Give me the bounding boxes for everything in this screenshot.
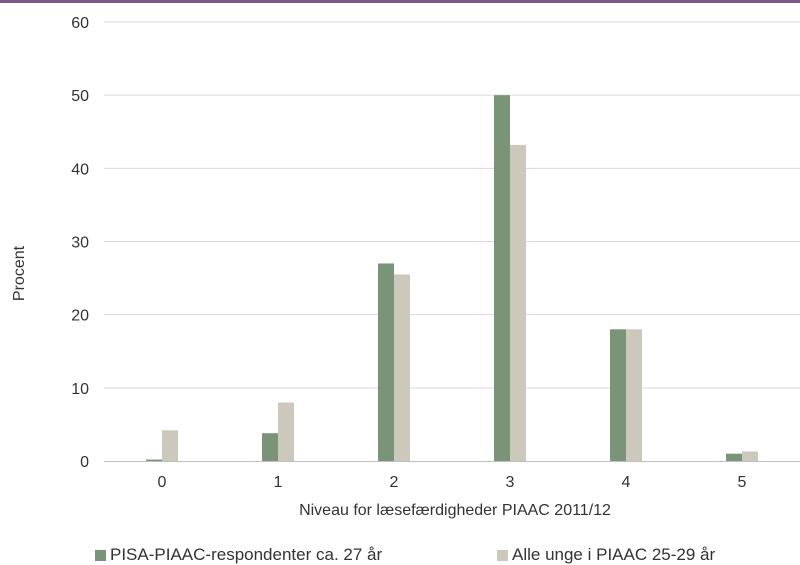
y-tick-label: 0 bbox=[80, 454, 89, 471]
y-axis-label: Procent bbox=[11, 245, 28, 301]
bar-series-2-cat-3 bbox=[510, 144, 526, 462]
legend-label: PISA-PIAAC-respondenter ca. 27 år bbox=[110, 545, 383, 564]
y-tick-label: 40 bbox=[71, 161, 89, 178]
gridlines bbox=[104, 21, 800, 389]
bar-series-2-cat-5 bbox=[742, 451, 758, 461]
y-tick-label: 50 bbox=[71, 88, 89, 105]
legend-swatch-icon bbox=[497, 549, 508, 561]
bar-series-2-cat-2 bbox=[394, 274, 410, 461]
bar-series-2-cat-0 bbox=[162, 430, 178, 461]
x-tick-label: 2 bbox=[390, 474, 399, 491]
bar-series-1-cat-5 bbox=[726, 453, 742, 461]
legend-swatch-icon bbox=[95, 549, 106, 561]
x-axis-label: Niveau for læsefærdigheder PIAAC 2011/12 bbox=[299, 502, 611, 519]
bar-series-1-cat-3 bbox=[494, 95, 510, 462]
x-tick-label: 5 bbox=[738, 474, 747, 491]
bar-series-1-cat-4 bbox=[610, 329, 626, 461]
x-tick-label: 1 bbox=[274, 474, 283, 491]
top-rule bbox=[0, 0, 800, 3]
bar-series-2-cat-1 bbox=[278, 402, 294, 461]
y-tick-label: 20 bbox=[71, 308, 89, 325]
x-tick-labels: 0 1 2 3 4 5 bbox=[158, 474, 747, 491]
y-tick-labels: 0 10 20 30 40 50 60 bbox=[71, 15, 89, 471]
bar-series-1-cat-0 bbox=[146, 459, 162, 461]
bar-chart: 0 10 20 30 40 50 60 0 1 2 3 4 5 Procent Niveau for … bbox=[11, 15, 800, 519]
legend-label: Alle unge i PIAAC 25-29 år bbox=[512, 545, 716, 564]
y-tick-label: 10 bbox=[71, 381, 89, 398]
bar-series-1-cat-2 bbox=[378, 263, 394, 461]
legend-item-pisa-piaac: PISA-PIAAC-respondenter ca. 27 år bbox=[95, 545, 382, 565]
legend-item-alle-unge: Alle unge i PIAAC 25-29 år bbox=[497, 545, 715, 565]
y-tick-label: 60 bbox=[71, 15, 89, 32]
bars bbox=[146, 95, 758, 462]
x-tick-label: 3 bbox=[506, 474, 515, 491]
bar-series-2-cat-4 bbox=[626, 329, 642, 461]
x-tick-label: 4 bbox=[622, 474, 631, 491]
x-tick-label: 0 bbox=[158, 474, 167, 491]
y-tick-label: 30 bbox=[71, 235, 89, 252]
bar-series-1-cat-1 bbox=[262, 433, 278, 461]
legend: PISA-PIAAC-respondenter ca. 27 år Alle u… bbox=[0, 545, 800, 565]
